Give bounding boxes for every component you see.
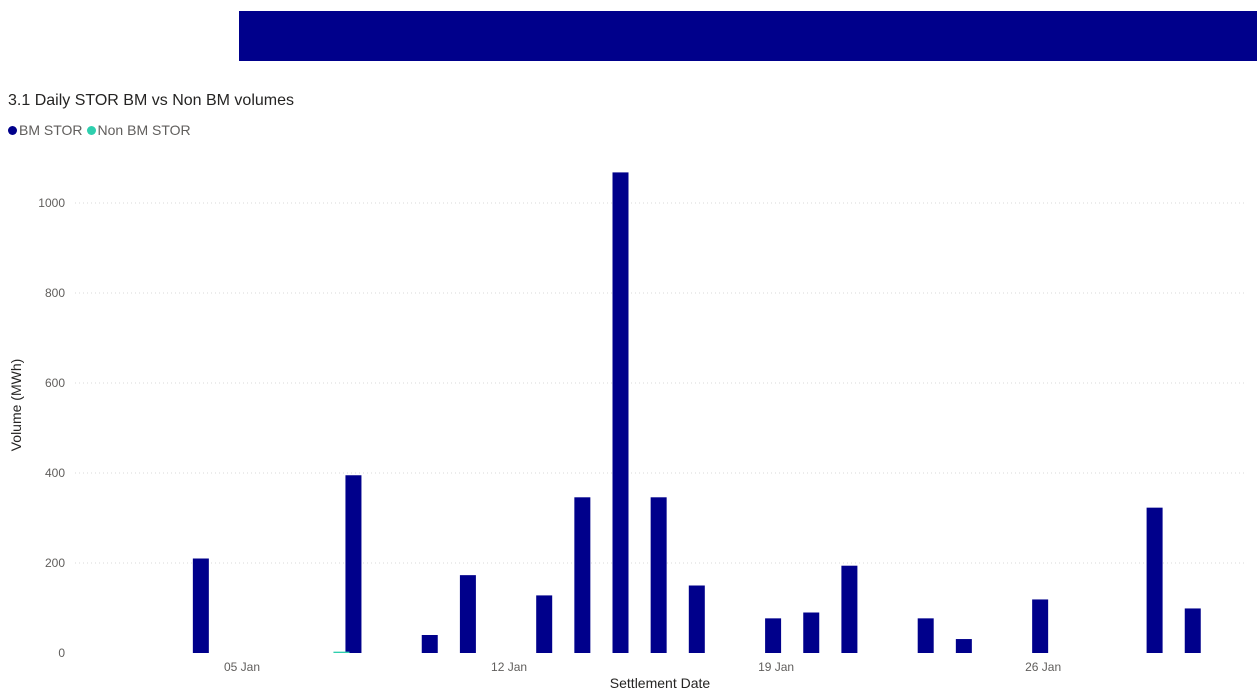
legend: BM STOR Non BM STOR xyxy=(8,122,195,138)
y-axis-title: Volume (MWh) xyxy=(8,359,24,452)
legend-item-bm-stor[interactable]: BM STOR xyxy=(8,122,83,138)
bar-bm-stor[interactable] xyxy=(421,635,438,653)
bar-bm-stor[interactable] xyxy=(1032,599,1049,653)
legend-dot-bm-stor xyxy=(8,125,17,135)
bar-bm-stor[interactable] xyxy=(1146,507,1163,653)
x-axis-ticks: 05 Jan 12 Jan 19 Jan 26 Jan xyxy=(224,660,1061,674)
bar-bm-stor[interactable] xyxy=(1184,608,1201,653)
y-tick-label: 400 xyxy=(45,466,65,480)
bar-bm-stor[interactable] xyxy=(917,618,934,653)
x-tick-label: 26 Jan xyxy=(1025,660,1061,674)
y-tick-label: 600 xyxy=(45,376,65,390)
y-tick-label: 0 xyxy=(58,646,65,660)
y-tick-label: 800 xyxy=(45,286,65,300)
bar-bm-stor[interactable] xyxy=(650,497,667,653)
bar-bm-stor[interactable] xyxy=(612,172,629,653)
bar-bm-stor[interactable] xyxy=(192,558,209,654)
bars xyxy=(192,172,1201,654)
bar-bm-stor[interactable] xyxy=(955,639,972,653)
legend-dot-non-bm-stor xyxy=(86,125,96,135)
bar-bm-stor[interactable] xyxy=(345,475,362,653)
bar-bm-stor[interactable] xyxy=(803,612,820,654)
chart-title: 3.1 Daily STOR BM vs Non BM volumes xyxy=(8,92,295,109)
x-tick-label: 12 Jan xyxy=(491,660,527,674)
bar-bm-stor[interactable] xyxy=(536,595,553,653)
top-banner xyxy=(239,11,1257,61)
x-axis-title: Settlement Date xyxy=(610,675,711,691)
x-tick-label: 19 Jan xyxy=(758,660,794,674)
legend-label-non-bm-stor: Non BM STOR xyxy=(97,122,191,138)
legend-item-non-bm-stor[interactable]: Non BM STOR xyxy=(86,122,191,138)
x-tick-label: 05 Jan xyxy=(224,660,260,674)
bar-bm-stor[interactable] xyxy=(574,497,591,653)
bar-bm-stor[interactable] xyxy=(688,585,705,654)
bar-bm-stor[interactable] xyxy=(841,565,858,653)
bar-bm-stor[interactable] xyxy=(459,575,476,653)
bar-bm-stor[interactable] xyxy=(765,618,782,653)
y-axis-ticks: 0 200 400 600 800 1000 xyxy=(38,196,65,660)
bar-non-bm-stor[interactable] xyxy=(333,651,350,653)
y-tick-label: 200 xyxy=(45,556,65,570)
legend-label-bm-stor: BM STOR xyxy=(19,122,83,138)
y-tick-label: 1000 xyxy=(38,196,65,210)
